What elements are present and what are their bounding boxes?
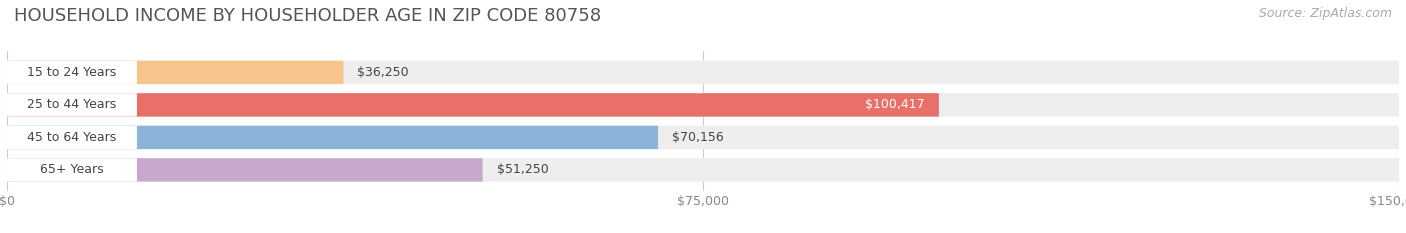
Text: Source: ZipAtlas.com: Source: ZipAtlas.com [1258,7,1392,20]
Text: $70,156: $70,156 [672,131,724,144]
Text: 25 to 44 Years: 25 to 44 Years [27,98,117,111]
Text: 45 to 64 Years: 45 to 64 Years [27,131,117,144]
Text: 65+ Years: 65+ Years [41,163,104,176]
FancyBboxPatch shape [7,61,136,84]
FancyBboxPatch shape [7,126,658,149]
FancyBboxPatch shape [7,158,482,182]
FancyBboxPatch shape [7,93,1399,116]
Text: $100,417: $100,417 [865,98,925,111]
Text: $36,250: $36,250 [357,66,409,79]
Text: HOUSEHOLD INCOME BY HOUSEHOLDER AGE IN ZIP CODE 80758: HOUSEHOLD INCOME BY HOUSEHOLDER AGE IN Z… [14,7,602,25]
FancyBboxPatch shape [7,126,136,149]
FancyBboxPatch shape [7,61,343,84]
FancyBboxPatch shape [7,158,136,182]
FancyBboxPatch shape [7,93,939,116]
FancyBboxPatch shape [7,61,1399,84]
Text: 15 to 24 Years: 15 to 24 Years [27,66,117,79]
Text: $51,250: $51,250 [496,163,548,176]
FancyBboxPatch shape [7,93,136,116]
FancyBboxPatch shape [7,126,1399,149]
FancyBboxPatch shape [7,158,1399,182]
